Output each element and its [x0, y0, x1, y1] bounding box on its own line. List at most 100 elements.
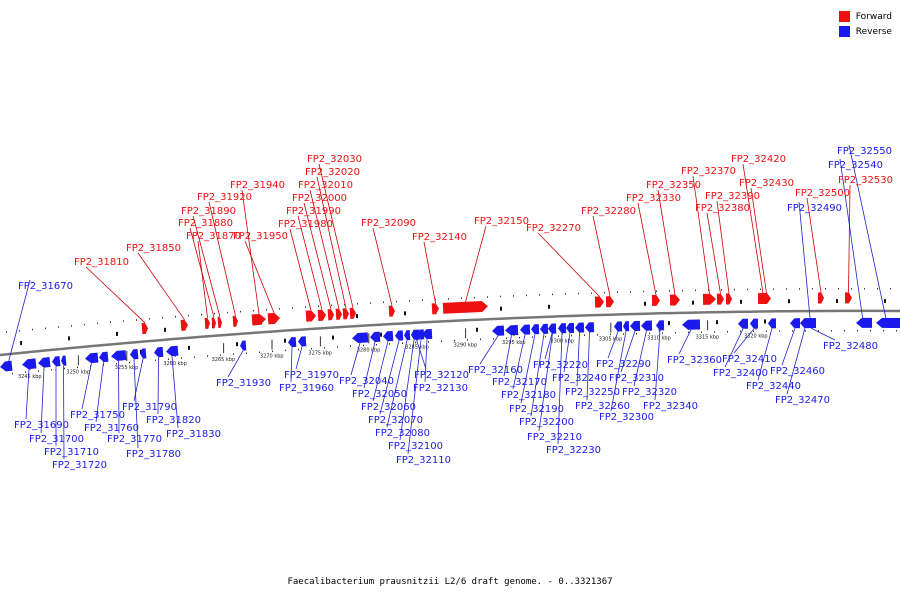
gene-arrow-fp2-32180[interactable]: [520, 324, 531, 335]
gene-arrow-fp2-31770[interactable]: [111, 350, 127, 361]
gene-label[interactable]: FP2_32360: [667, 355, 722, 366]
gene-arrow-fp2-31930[interactable]: [240, 340, 247, 351]
gene-arrow-fp2-31700[interactable]: [38, 357, 51, 368]
gene-arrow-fp2-32280[interactable]: [605, 296, 614, 308]
gene-label[interactable]: FP2_32200: [519, 417, 574, 428]
gene-arrow-fp2-31750[interactable]: [85, 352, 99, 364]
gene-arrow-fp2-32160[interactable]: [492, 325, 505, 337]
gene-label[interactable]: FP2_32340: [643, 401, 698, 412]
gene-arrow-fp2-32220[interactable]: [548, 323, 557, 334]
gene-arrow-fp2-32330[interactable]: [651, 294, 660, 307]
gene-arrow-fp2-32060[interactable]: [383, 330, 394, 342]
gene-label[interactable]: FP2_32530: [838, 175, 893, 186]
gene-arrow-fp2-32020[interactable]: [342, 308, 350, 320]
gene-label[interactable]: FP2_31920: [197, 192, 252, 203]
gene-label[interactable]: FP2_32420: [731, 154, 786, 165]
gene-arrow-fp2-31920[interactable]: [232, 315, 239, 327]
gene-arrow-fp2-32030[interactable]: [349, 307, 357, 319]
gene-label[interactable]: FP2_32170: [492, 377, 547, 388]
gene-label[interactable]: FP2_32210: [527, 432, 582, 443]
gene-arrow-fp2-32130[interactable]: [422, 328, 433, 340]
gene-label[interactable]: FP2_32470: [775, 395, 830, 406]
gene-label[interactable]: FP2_32140: [412, 232, 467, 243]
gene-arrow-fp2-32460[interactable]: [790, 318, 801, 329]
gene-arrow-fp2-31790[interactable]: [140, 348, 147, 359]
gene-label[interactable]: FP2_32390: [705, 191, 760, 202]
gene-arrow-fp2-31670[interactable]: [0, 360, 13, 372]
gene-arrow-fp2-32190[interactable]: [531, 324, 540, 335]
gene-label[interactable]: FP2_32330: [626, 193, 681, 204]
gene-label[interactable]: FP2_32270: [526, 223, 581, 234]
gene-arrow-fp2-31810[interactable]: [141, 322, 149, 335]
gene-arrow-fp2-31830[interactable]: [166, 345, 179, 357]
gene-label[interactable]: FP2_32500: [795, 188, 850, 199]
gene-label[interactable]: FP2_32260: [575, 401, 630, 412]
gene-arrow-fp2-32200[interactable]: [540, 323, 549, 334]
gene-label[interactable]: FP2_31980: [278, 219, 333, 230]
gene-label[interactable]: FP2_32230: [546, 445, 601, 456]
gene-label[interactable]: FP2_32370: [681, 166, 736, 177]
gene-label[interactable]: FP2_32250: [565, 387, 620, 398]
gene-label[interactable]: FP2_31990: [286, 206, 341, 217]
gene-arrow-fp2-31980[interactable]: [305, 310, 317, 322]
gene-arrow-fp2-32530[interactable]: [844, 292, 853, 304]
gene-label[interactable]: FP2_32430: [739, 178, 794, 189]
gene-label[interactable]: FP2_32400: [713, 368, 768, 379]
gene-arrow-fp2-32240[interactable]: [566, 322, 575, 333]
gene-label[interactable]: FP2_31950: [233, 231, 288, 242]
gene-arrow-fp2-31870[interactable]: [204, 317, 211, 330]
gene-label[interactable]: FP2_31770: [107, 434, 162, 445]
gene-label[interactable]: FP2_31820: [146, 415, 201, 426]
gene-label[interactable]: FP2_32220: [533, 360, 588, 371]
gene-label[interactable]: FP2_32290: [596, 359, 651, 370]
gene-label[interactable]: FP2_32550: [837, 146, 892, 157]
gene-label[interactable]: FP2_32060: [361, 402, 416, 413]
gene-arrow-fp2-32320[interactable]: [641, 320, 653, 331]
gene-arrow-fp2-31760[interactable]: [99, 351, 109, 363]
gene-label[interactable]: FP2_32090: [361, 218, 416, 229]
gene-arrow-fp2-32170[interactable]: [505, 324, 519, 336]
gene-label[interactable]: FP2_31930: [216, 378, 271, 389]
gene-label[interactable]: FP2_32240: [552, 373, 607, 384]
gene-label[interactable]: FP2_31750: [70, 410, 125, 421]
gene-arrow-fp2-32400[interactable]: [737, 318, 749, 329]
gene-label[interactable]: FP2_32540: [828, 160, 883, 171]
gene-label[interactable]: FP2_32300: [599, 412, 654, 423]
gene-arrow-fp2-31960[interactable]: [288, 336, 297, 348]
gene-arrow-fp2-32120[interactable]: [413, 329, 421, 340]
gene-arrow-fp2-31880[interactable]: [211, 317, 217, 329]
gene-arrow-fp2-32050[interactable]: [370, 331, 381, 343]
gene-label[interactable]: FP2_31690: [14, 420, 69, 431]
gene-label[interactable]: FP2_31940: [230, 180, 285, 191]
gene-label[interactable]: FP2_32120: [414, 370, 469, 381]
gene-arrow-fp2-32350[interactable]: [669, 294, 680, 306]
gene-arrow-fp2-32340[interactable]: [656, 320, 665, 331]
gene-arrow-fp2-32000[interactable]: [327, 309, 335, 321]
gene-label[interactable]: FP2_32350: [646, 180, 701, 191]
gene-arrow-fp2-31950[interactable]: [267, 312, 281, 325]
gene-label[interactable]: FP2_31890: [181, 206, 236, 217]
gene-label[interactable]: FP2_32150: [474, 216, 529, 227]
gene-arrow-fp2-31990[interactable]: [317, 309, 327, 321]
gene-label[interactable]: FP2_32280: [581, 206, 636, 217]
gene-label[interactable]: FP2_32100: [388, 441, 443, 452]
gene-arrow-fp2-32430[interactable]: [761, 292, 771, 305]
gene-label[interactable]: FP2_31760: [84, 423, 139, 434]
gene-label[interactable]: FP2_31970: [284, 370, 339, 381]
gene-arrow-fp2-32010[interactable]: [335, 308, 343, 320]
gene-label[interactable]: FP2_32010: [298, 180, 353, 191]
gene-label[interactable]: FP2_31870: [186, 231, 241, 242]
gene-arrow-fp2-31780[interactable]: [130, 349, 139, 360]
gene-arrow-fp2-32300[interactable]: [623, 321, 630, 332]
gene-arrow-fp2-32260[interactable]: [585, 322, 595, 333]
gene-arrow-fp2-32550[interactable]: [876, 317, 900, 328]
gene-label[interactable]: FP2_32040: [339, 376, 394, 387]
gene-arrow-fp2-32410[interactable]: [750, 318, 759, 329]
gene-label[interactable]: FP2_32440: [746, 381, 801, 392]
gene-label[interactable]: FP2_32080: [375, 428, 430, 439]
gene-label[interactable]: FP2_32160: [468, 365, 523, 376]
gene-arrow-fp2-32440[interactable]: [768, 318, 777, 329]
gene-label[interactable]: FP2_32310: [609, 373, 664, 384]
gene-label[interactable]: FP2_31710: [44, 447, 99, 458]
gene-label[interactable]: FP2_32020: [305, 167, 360, 178]
